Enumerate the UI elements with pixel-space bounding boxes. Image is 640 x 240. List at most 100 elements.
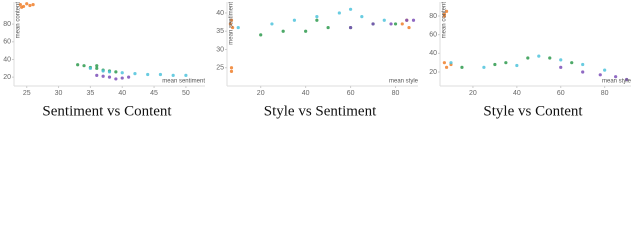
- point: [281, 29, 285, 33]
- point: [337, 11, 341, 15]
- point: [614, 75, 618, 79]
- point: [382, 18, 386, 22]
- x-axis-label: mean style: [602, 79, 632, 85]
- point: [107, 70, 112, 74]
- point: [146, 72, 150, 77]
- point: [229, 18, 234, 22]
- x-tick-label: 20: [469, 90, 477, 97]
- chart-title: Style vs Sentiment: [264, 103, 377, 119]
- x-tick-label: 30: [55, 90, 63, 97]
- point: [444, 9, 449, 13]
- point: [360, 15, 364, 19]
- point: [526, 56, 530, 60]
- point: [598, 73, 602, 77]
- y-axis-label: mean content: [442, 2, 448, 39]
- point: [326, 25, 330, 30]
- y-tick-label: 20: [429, 69, 437, 76]
- point: [405, 18, 409, 22]
- point: [449, 61, 453, 65]
- point: [625, 77, 629, 82]
- x-tick-label: 40: [302, 90, 310, 97]
- x-tick-label: 40: [513, 90, 521, 97]
- point: [292, 18, 297, 22]
- point: [127, 75, 131, 79]
- point: [270, 22, 274, 26]
- y-tick-label: 60: [429, 32, 437, 39]
- point: [228, 22, 232, 26]
- x-tick-label: 20: [257, 90, 265, 97]
- point: [95, 66, 99, 70]
- point: [504, 61, 508, 65]
- point: [107, 75, 112, 79]
- point: [570, 61, 574, 65]
- point: [371, 22, 375, 26]
- point: [559, 65, 563, 69]
- y-axis-label: mean sentiment: [229, 2, 235, 45]
- x-axis-label: mean style: [389, 79, 419, 85]
- point: [442, 12, 446, 16]
- y-axis-label: mean content: [16, 2, 22, 39]
- point: [231, 25, 235, 30]
- x-tick-label: 80: [601, 90, 609, 97]
- x-tick-label: 40: [118, 90, 126, 97]
- point: [393, 22, 398, 26]
- chart-title: Sentiment vs Content: [42, 103, 172, 119]
- point: [120, 71, 124, 75]
- x-tick-label: 80: [392, 90, 400, 97]
- y-tick-label: 80: [429, 13, 437, 20]
- y-tick-label: 80: [3, 21, 11, 28]
- point: [389, 22, 393, 26]
- point: [259, 33, 263, 37]
- point: [18, 3, 22, 7]
- point: [28, 3, 32, 8]
- point: [31, 3, 35, 7]
- point: [82, 64, 86, 68]
- x-tick-label: 50: [182, 90, 190, 97]
- point: [460, 65, 464, 69]
- point: [482, 65, 486, 69]
- y-tick-label: 40: [3, 56, 11, 63]
- x-axis-label: mean sentiment: [162, 79, 205, 85]
- y-tick-label: 40: [216, 10, 224, 17]
- point: [515, 63, 519, 68]
- point: [120, 76, 124, 80]
- point: [559, 58, 563, 62]
- point: [236, 25, 240, 30]
- y-tick-label: 30: [216, 46, 224, 53]
- point: [315, 18, 319, 22]
- point: [229, 69, 234, 73]
- x-tick-label: 60: [347, 90, 355, 97]
- point: [184, 73, 188, 77]
- point: [407, 25, 411, 30]
- y-tick-label: 35: [216, 28, 224, 35]
- point: [603, 68, 607, 72]
- point: [348, 25, 353, 30]
- point: [581, 62, 585, 67]
- point: [411, 18, 416, 22]
- y-tick-label: 60: [3, 39, 11, 46]
- x-tick-label: 45: [150, 90, 158, 97]
- point: [304, 29, 308, 33]
- point: [95, 64, 99, 68]
- point: [76, 63, 80, 67]
- point: [442, 61, 446, 65]
- point: [95, 73, 99, 77]
- point: [25, 2, 29, 6]
- point: [101, 69, 105, 73]
- point: [548, 56, 552, 60]
- y-tick-label: 25: [216, 65, 224, 72]
- point: [581, 70, 585, 74]
- point: [229, 66, 234, 70]
- point: [158, 72, 163, 77]
- point: [133, 72, 137, 76]
- point: [114, 77, 118, 81]
- chart-title: Style vs Content: [483, 103, 583, 119]
- x-tick-label: 35: [87, 90, 95, 97]
- point: [493, 62, 497, 67]
- point: [348, 7, 353, 11]
- point: [101, 74, 105, 78]
- y-tick-label: 40: [429, 50, 437, 57]
- point: [537, 54, 541, 58]
- figure: 25 30 35 40 45 50 20 40 60 80 mean sentiment mean c…: [3, 2, 632, 120]
- point: [114, 70, 118, 74]
